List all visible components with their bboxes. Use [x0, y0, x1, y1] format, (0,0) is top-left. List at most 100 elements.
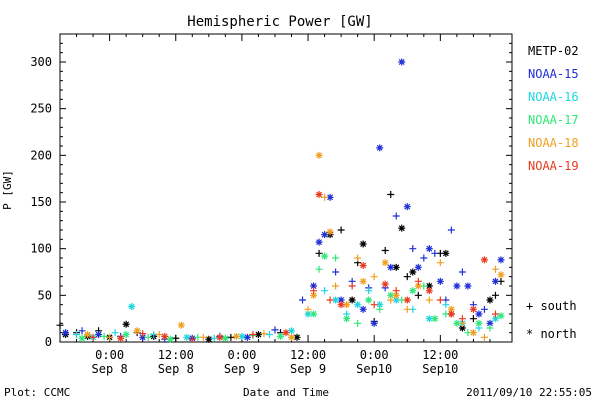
series-noaa-15: [62, 58, 505, 343]
data-point-north: [403, 296, 411, 304]
data-point-north: [392, 296, 400, 304]
data-point-north: [398, 224, 406, 232]
data-point-north: [359, 240, 367, 248]
data-point-north: [310, 291, 318, 299]
legend-entry: METP-02: [528, 44, 579, 58]
footer-credit: Plot: CCMC: [4, 386, 70, 399]
data-point-south: [370, 301, 378, 309]
data-point-north: [315, 151, 323, 159]
y-tick-label: 0: [45, 335, 52, 349]
data-point-south: [321, 193, 329, 201]
data-point-south: [392, 287, 400, 295]
data-point-north: [398, 58, 406, 66]
data-point-south: [387, 296, 395, 304]
data-point-north: [288, 327, 296, 335]
data-point-north: [409, 287, 417, 295]
data-point-north: [464, 282, 472, 290]
data-point-north: [359, 261, 367, 269]
data-point-south: [431, 249, 439, 257]
y-axis: 0 50 100 150 200 250 300: [30, 42, 512, 349]
data-point-north: [310, 282, 318, 290]
legend-entry: NOAA-15: [528, 67, 579, 81]
marker-legend: + south * north: [526, 299, 577, 341]
data-point-north: [62, 329, 70, 337]
data-point-south: [56, 321, 64, 329]
data-point-north: [354, 301, 362, 309]
data-point-north: [133, 327, 141, 335]
data-point-north: [431, 315, 439, 323]
x-axis-label: Date and Time: [243, 386, 329, 399]
data-point-north: [447, 305, 455, 313]
data-point-north: [475, 319, 483, 327]
data-point-south: [326, 296, 334, 304]
data-point-south: [299, 296, 307, 304]
data-point-south: [458, 315, 466, 323]
data-point-north: [139, 333, 147, 341]
series-noaa-19: [89, 191, 499, 343]
data-point-north: [332, 296, 340, 304]
data-point-north: [315, 191, 323, 199]
x-tick-label-date: Sep 9: [224, 362, 260, 376]
data-point-south: [354, 254, 362, 262]
data-point-north: [425, 282, 433, 290]
data-point-south: [155, 331, 163, 339]
legend-entry: NOAA-17: [528, 113, 579, 127]
data-point-south: [486, 324, 494, 332]
data-point-south: [227, 333, 235, 341]
data-point-north: [166, 335, 174, 343]
data-point-south: [304, 305, 312, 313]
data-point-south: [381, 247, 389, 255]
data-point-north: [486, 296, 494, 304]
data-point-north: [403, 203, 411, 211]
data-point-south: [315, 265, 323, 273]
data-point-north: [326, 228, 334, 236]
data-point-south: [370, 273, 378, 281]
data-point-north: [486, 319, 494, 327]
data-point-south: [365, 287, 373, 295]
data-point-south: [172, 334, 180, 342]
data-point-north: [293, 333, 301, 341]
data-point-south: [260, 330, 268, 338]
data-point-north: [117, 334, 125, 342]
data-point-south: [469, 315, 477, 323]
data-point-south: [249, 331, 257, 339]
data-point-north: [425, 287, 433, 295]
plot-frame: [59, 33, 513, 343]
data-point-south: [321, 287, 329, 295]
x-tick-label-time: 12:00: [290, 348, 326, 362]
legend-entry: NOAA-18: [528, 136, 579, 150]
data-point-south: [354, 319, 362, 327]
data-point-south: [89, 333, 97, 341]
data-point-south: [458, 268, 466, 276]
data-point-north: [469, 329, 477, 337]
data-point-north: [128, 303, 136, 311]
data-point-north: [370, 319, 378, 327]
data-point-north: [442, 249, 450, 257]
data-point-south: [442, 301, 450, 309]
footer-timestamp: 2011/09/10 22:55:05: [466, 386, 592, 399]
data-point-south: [480, 333, 488, 341]
data-point-south: [106, 333, 114, 341]
data-point-north: [425, 315, 433, 323]
data-point-north: [447, 310, 455, 318]
data-point-north: [161, 332, 169, 340]
data-point-south: [310, 287, 318, 295]
data-point-north: [276, 332, 284, 340]
data-point-south: [480, 305, 488, 313]
x-tick-label-date: Sep 8: [92, 362, 128, 376]
data-points: [56, 58, 505, 343]
data-point-north: [216, 333, 224, 341]
data-point-north: [183, 333, 191, 341]
data-point-north: [343, 315, 351, 323]
data-point-north: [497, 312, 505, 320]
data-point-south: [491, 310, 499, 318]
data-point-south: [409, 245, 417, 253]
data-point-south: [78, 327, 86, 335]
data-point-south: [491, 291, 499, 299]
data-point-north: [238, 332, 246, 340]
data-point-north: [84, 331, 92, 339]
y-tick-label: 150: [30, 195, 52, 209]
data-point-south: [265, 331, 273, 339]
